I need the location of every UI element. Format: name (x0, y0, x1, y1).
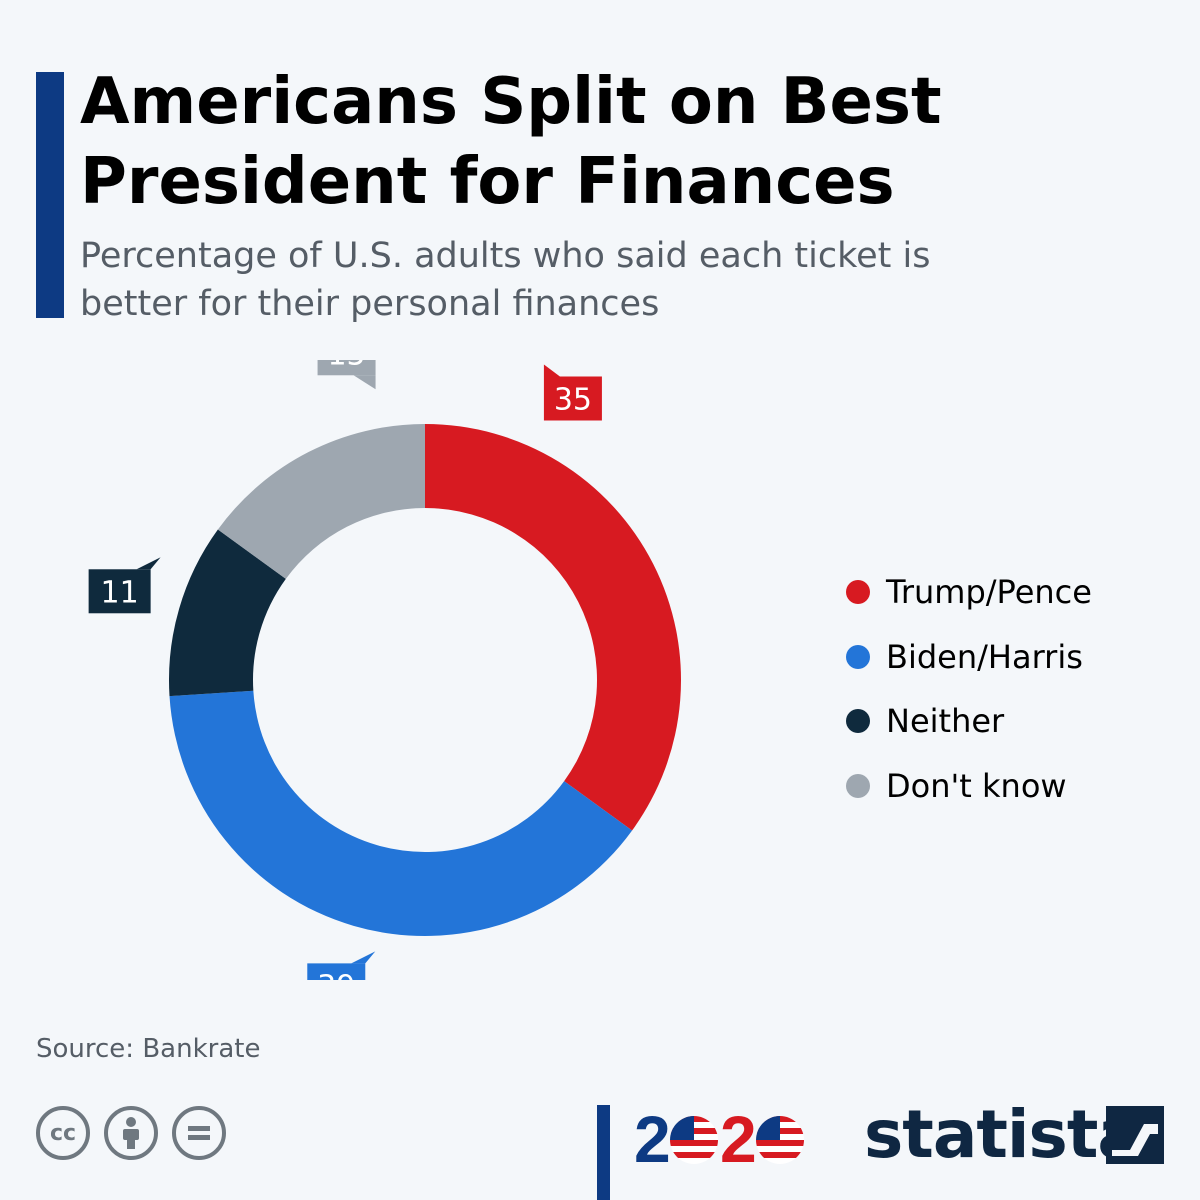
election-logo-bar (597, 1105, 610, 1200)
legend-item-dont-know: Don't know (846, 754, 1092, 819)
chart-legend: Trump/Pence Biden/Harris Neither Don't k… (846, 560, 1092, 818)
statista-logo-text[interactable]: statista (864, 1096, 1142, 1173)
chart-title: Americans Split on Best President for Fi… (80, 65, 942, 219)
legend-item-neither: Neither (846, 689, 1092, 754)
legend-label: Trump/Pence (886, 573, 1092, 612)
source-note: Source: Bankrate (36, 1034, 261, 1064)
data-label-neither: 11 (88, 557, 161, 614)
legend-swatch (846, 580, 870, 605)
donut-data-labels: 35 39 11 15 (88, 360, 602, 980)
no-derivatives-icon[interactable] (172, 1106, 226, 1160)
data-label-biden-harris: 39 (307, 951, 376, 980)
legend-item-biden-harris: Biden/Harris (846, 625, 1092, 690)
legend-label: Biden/Harris (886, 637, 1083, 676)
chart-subtitle: Percentage of U.S. adults who said each … (80, 236, 931, 324)
attribution-icon[interactable] (104, 1106, 158, 1160)
statista-logo-icon (1106, 1106, 1164, 1164)
legend-swatch (846, 709, 870, 734)
flag-zero-icon (756, 1116, 804, 1164)
svg-text:2: 2 (720, 1108, 757, 1168)
slice-neither (169, 529, 286, 697)
data-label-text: 39 (317, 969, 355, 980)
legend-label: Neither (886, 702, 1005, 741)
legend-swatch (846, 773, 870, 798)
accent-bar (36, 72, 64, 318)
election-2020-logo: 2 2 (634, 1108, 804, 1168)
legend-item-trump-pence: Trump/Pence (846, 560, 1092, 625)
svg-text:2: 2 (634, 1108, 671, 1168)
data-label-trump-pence: 35 (543, 364, 602, 421)
flag-zero-icon (670, 1116, 718, 1164)
legend-swatch (846, 644, 870, 669)
license-icons: cc (36, 1106, 226, 1160)
slice-biden-harris (169, 690, 633, 936)
slice-trump-pence (425, 424, 681, 831)
data-label-text: 11 (101, 575, 139, 610)
data-label-text: 35 (554, 382, 592, 417)
slice-don-t-know (217, 424, 425, 579)
legend-label: Don't know (886, 766, 1067, 805)
creative-commons-icon[interactable]: cc (36, 1106, 90, 1160)
donut-chart: 35 39 11 15 (88, 360, 681, 980)
data-label-don-t-know: 15 (317, 360, 376, 390)
donut-slices (169, 424, 681, 936)
data-label-text: 15 (327, 360, 365, 372)
